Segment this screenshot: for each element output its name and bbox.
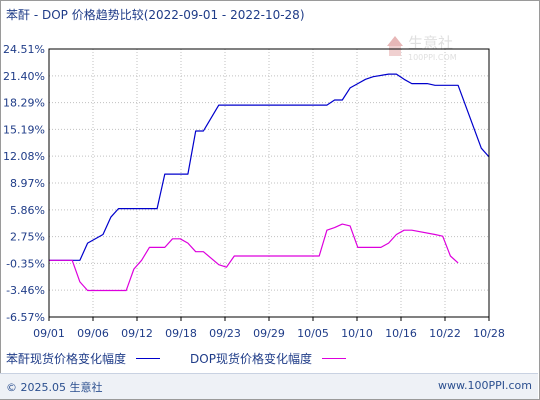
x-tick-label: 09/23 [209,327,241,340]
x-tick-label: 10/16 [385,327,417,340]
y-tick-label: 12.08% [3,150,45,163]
watermark-logo-icon [387,36,403,56]
y-tick-label: 21.40% [3,70,45,83]
y-tick-label: 2.75% [10,231,45,244]
y-tick-label: 15.19% [3,123,45,136]
legend-label-series-2: DOP现货价格变化幅度 [190,352,312,366]
watermark-name: 生意社 [408,34,453,52]
footer-site-link[interactable]: www.100PPI.com [438,379,532,392]
footer: © 2025.05 生意社 www.100PPI.com [0,373,538,399]
x-tick-label: 10/28 [473,327,505,340]
x-tick-label: 09/18 [165,327,197,340]
grid-lines [49,48,489,318]
y-tick-label: 24.51% [3,43,45,56]
plot-border [48,48,490,318]
axes [48,48,490,321]
x-tick-label: 10/10 [341,327,373,340]
footer-copyright: © 2025.05 生意社 [6,381,103,394]
x-tick-label: 09/06 [77,327,109,340]
watermark-url: 100PPI.COM [408,53,457,62]
x-tick-labels: 09/01 09/06 09/12 09/18 09/23 09/29 10/05 10/10… [33,327,505,340]
y-tick-label: 18.29% [3,97,45,110]
legend-label-series-1: 苯酐现货价格变化幅度 [6,352,127,366]
series-line-2 [49,223,459,292]
x-tick-label: 09/29 [253,327,285,340]
y-tick-label: -3.46% [6,284,45,297]
series-line-1 [49,73,490,261]
chart-title: 苯酐 - DOP 价格趋势比较(2022-09-01 - 2022-10-28) [6,8,305,22]
legend-swatch-series-2 [321,358,346,359]
watermark: 生意社 100PPI.COM [387,34,457,62]
y-tick-label: 8.97% [10,177,45,190]
legend: 苯酐现货价格变化幅度 DOP现货价格变化幅度 [6,350,376,367]
y-tick-label: -6.57% [6,311,45,324]
y-tick-label: -0.35% [6,257,45,270]
y-tick-labels: 24.51% 21.40% 18.29% 15.19% 12.08% 8.97% 5.86%… [3,43,45,324]
x-tick-label: 10/22 [429,327,461,340]
legend-swatch-series-1 [136,358,161,359]
series-lines [49,73,490,292]
x-tick-label: 10/05 [297,327,329,340]
y-tick-label: 5.86% [10,204,45,217]
x-tick-label: 09/12 [121,327,153,340]
x-tick-label: 09/01 [33,327,65,340]
